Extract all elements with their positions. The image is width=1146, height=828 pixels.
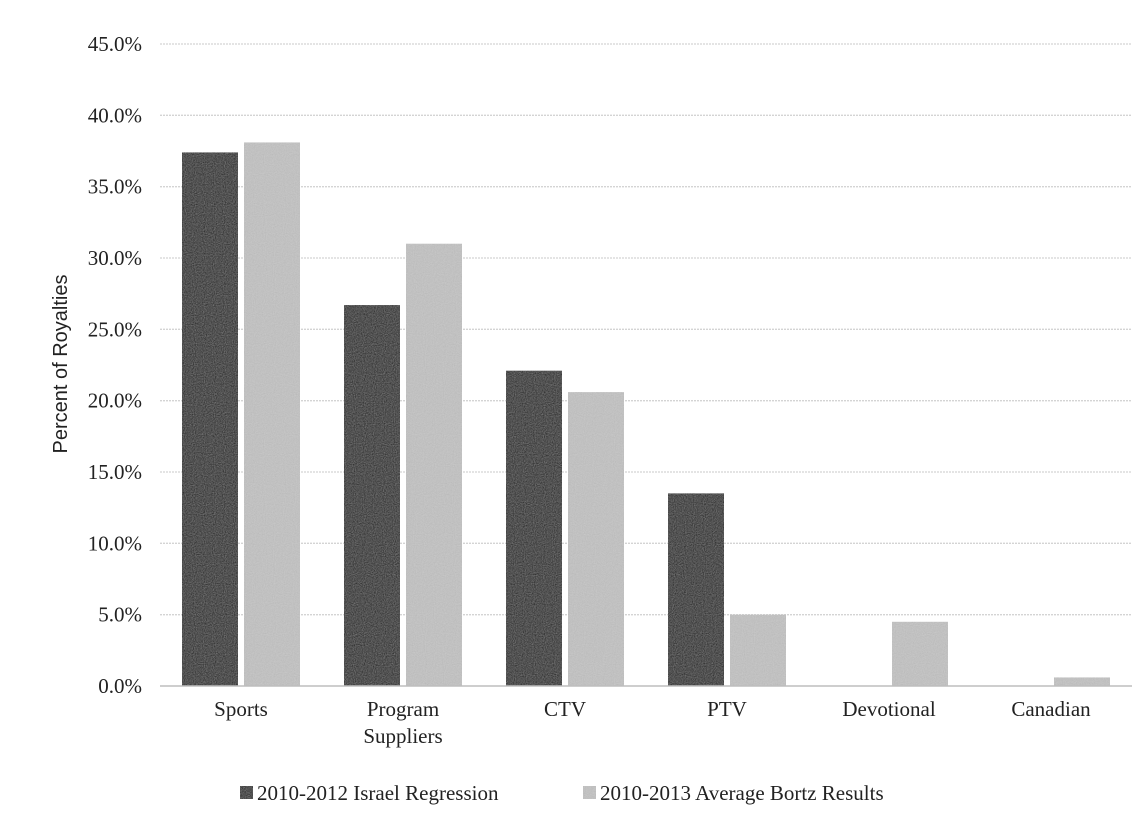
y-tick-label: 10.0% [88, 531, 142, 555]
x-category-label: Program [367, 697, 439, 721]
y-tick-label: 45.0% [88, 32, 142, 56]
y-tick-label: 40.0% [88, 103, 142, 127]
legend-label: 2010-2012 Israel Regression [257, 781, 499, 805]
y-tick-label: 25.0% [88, 317, 142, 341]
legend-swatch [583, 786, 596, 799]
legend-label: 2010-2013 Average Bortz Results [600, 781, 884, 805]
bars [182, 142, 1110, 687]
bar-bortz-results [892, 621, 948, 686]
legend: 2010-2012 Israel Regression 2010-2013 Ave… [240, 781, 884, 805]
y-tick-label: 30.0% [88, 246, 142, 270]
bar-bortz-results [568, 392, 624, 686]
bar-bortz-results [406, 243, 462, 686]
x-category-label: Canadian [1011, 697, 1091, 721]
bar-bortz-results [244, 142, 300, 686]
gridlines [160, 43, 1132, 616]
y-axis-ticks: 0.0% 5.0% 10.0% 15.0% 20.0% 25.0% 30.0% 35.0% 40… [88, 32, 142, 698]
x-axis-categories: Sports Program Suppliers CTV PTV Devotional Ca… [214, 697, 1091, 748]
x-category-label: PTV [707, 697, 747, 721]
x-category-label: Sports [214, 697, 268, 721]
y-tick-label: 15.0% [88, 460, 142, 484]
x-category-label: Devotional [842, 697, 935, 721]
bar-bortz-results [730, 614, 786, 686]
x-category-label: CTV [544, 697, 586, 721]
bar-israel-regression [668, 493, 724, 686]
y-tick-label: 5.0% [98, 603, 142, 627]
bar-bortz-results [1054, 677, 1110, 686]
bar-israel-regression [506, 370, 562, 686]
legend-swatch [240, 786, 253, 799]
y-tick-label: 35.0% [88, 175, 142, 199]
bar-israel-regression [182, 152, 238, 687]
y-tick-label: 20.0% [88, 389, 142, 413]
x-category-label: Suppliers [363, 724, 442, 748]
bar-israel-regression [344, 305, 400, 686]
y-tick-label: 0.0% [98, 674, 142, 698]
y-axis-label: Percent of Royalties [50, 275, 72, 454]
